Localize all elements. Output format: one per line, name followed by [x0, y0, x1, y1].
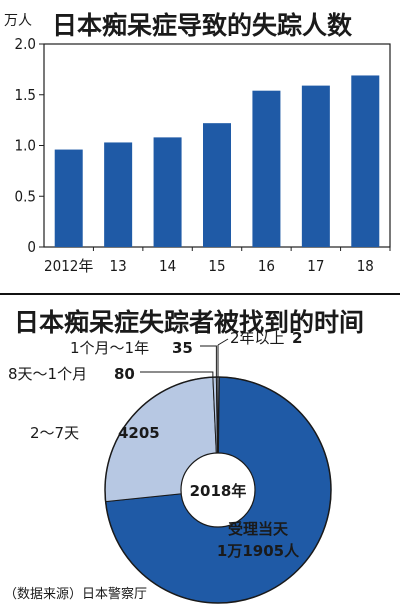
bar	[104, 142, 133, 247]
leader-line	[217, 338, 229, 346]
y-unit-label: 万人	[4, 13, 32, 29]
slice-label: 受理当天	[228, 520, 289, 538]
pie-outline	[104, 376, 332, 604]
slice-label: 1个月～1年	[70, 339, 149, 357]
pie-slice	[105, 376, 332, 604]
pie-slice	[104, 376, 219, 503]
source-note: （数据来源）日本警察厅	[4, 587, 148, 602]
pie-slice	[217, 376, 220, 491]
pie-slice	[212, 376, 219, 491]
bar	[203, 123, 231, 247]
slice-value: 1万1905人	[217, 542, 300, 560]
bar-chart-title: 日本痴呆症导致的失踪人数	[52, 11, 353, 40]
pie-slice	[215, 376, 219, 491]
x-tick-label: 18	[357, 257, 374, 275]
slice-label: 8天～1个月	[8, 365, 87, 383]
x-tick-label: 2012年	[44, 257, 93, 275]
pie-chart-title: 日本痴呆症失踪者被找到的时间	[14, 308, 365, 337]
y-tick-label: 0	[27, 238, 36, 256]
center-label: 2018年	[190, 482, 247, 500]
slice-value: 4205	[118, 424, 160, 442]
bar	[54, 149, 83, 247]
bar	[153, 137, 182, 247]
leader-line	[200, 345, 217, 378]
bar	[351, 75, 380, 247]
leader-line	[140, 371, 214, 378]
slice-value: 80	[114, 365, 135, 383]
y-tick-label: 0.5	[15, 187, 36, 205]
slice-value: 35	[172, 339, 193, 357]
section-divider	[0, 293, 400, 295]
bar-chart: 0 0.5 1.0 1.5 2.0 2012年 13 14 15 16 17 18	[15, 35, 391, 275]
x-tick-label: 15	[208, 257, 225, 275]
y-tick-label: 2.0	[15, 35, 36, 53]
x-tick-label: 16	[258, 257, 275, 275]
x-tick-label: 14	[159, 257, 176, 275]
bar	[252, 90, 281, 247]
y-tick-label: 1.0	[15, 137, 36, 155]
bar	[301, 85, 330, 248]
slice-label: 2～7天	[30, 424, 79, 442]
x-tick-label: 13	[110, 257, 127, 275]
pie-center	[180, 452, 256, 528]
y-tick-label: 1.5	[15, 86, 36, 104]
x-tick-label: 17	[307, 257, 324, 275]
